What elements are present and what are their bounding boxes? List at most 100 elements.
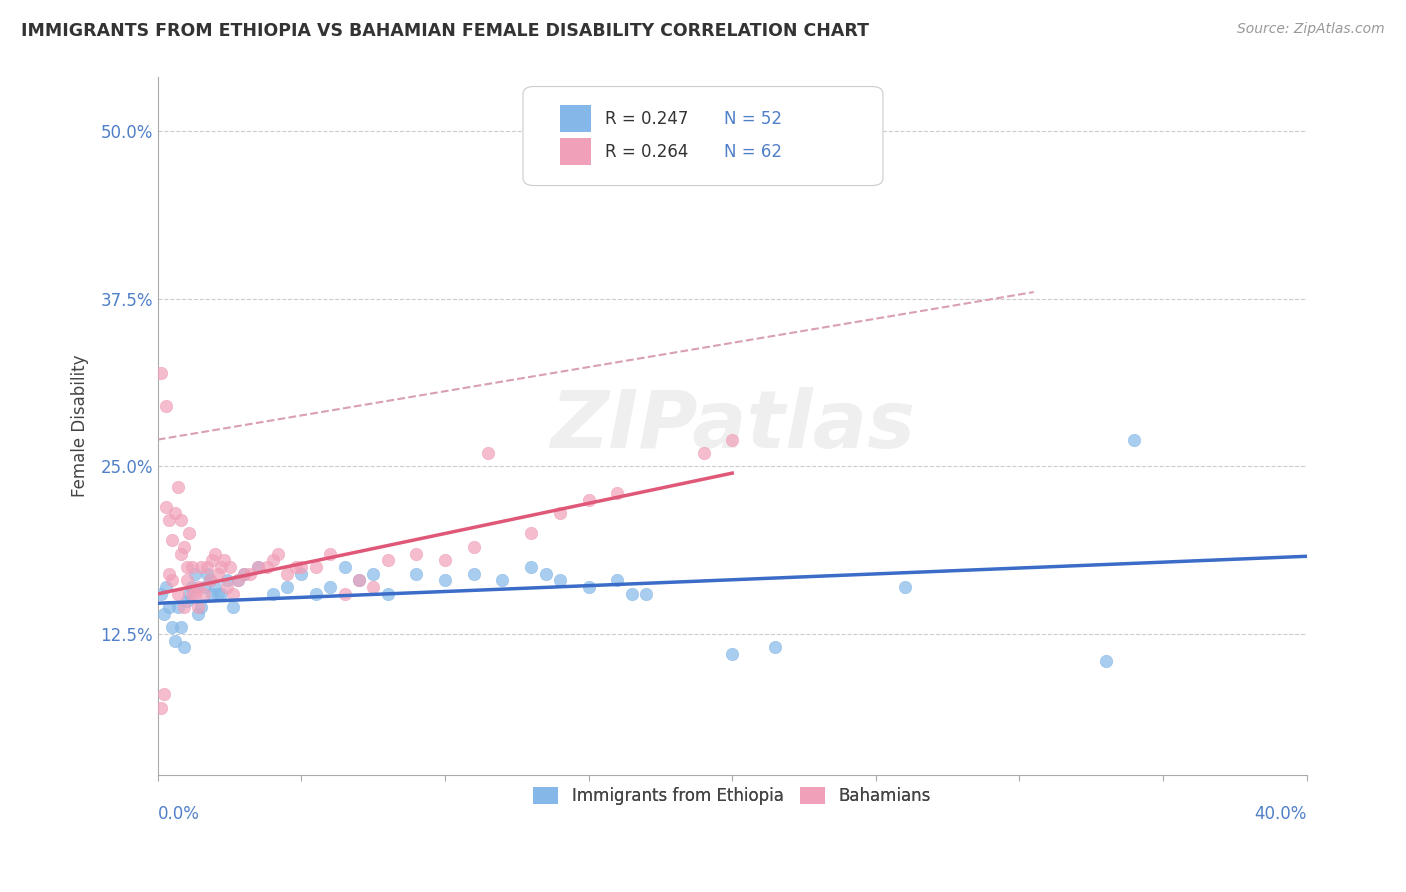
Point [187, 600, 209, 615]
Point [149, 587, 172, 601]
Point [262, 587, 284, 601]
Point [347, 574, 370, 588]
Point [520, 526, 543, 541]
Point [262, 553, 284, 567]
Point [377, 587, 399, 601]
Point [152, 688, 174, 702]
Point [239, 566, 262, 581]
Point [167, 587, 190, 601]
Point [181, 587, 204, 601]
Point [606, 574, 628, 588]
Point [361, 580, 384, 594]
Point [477, 446, 499, 460]
Point [215, 580, 238, 594]
Point [212, 553, 235, 567]
Point [763, 640, 786, 655]
Point [193, 587, 215, 601]
Point [347, 574, 370, 588]
Point [361, 566, 384, 581]
Point [179, 526, 201, 541]
Text: ZIPatlas: ZIPatlas [550, 387, 915, 466]
Point [176, 560, 198, 574]
Point [247, 560, 270, 574]
Point [256, 560, 278, 574]
Point [207, 587, 229, 601]
Point [173, 540, 195, 554]
Point [491, 574, 513, 588]
Point [333, 587, 356, 601]
Point [155, 580, 177, 594]
Point [1123, 433, 1146, 447]
Point [167, 600, 190, 615]
Point [170, 513, 193, 527]
Text: IMMIGRANTS FROM ETHIOPIA VS BAHAMIAN FEMALE DISABILITY CORRELATION CHART: IMMIGRANTS FROM ETHIOPIA VS BAHAMIAN FEM… [21, 22, 869, 40]
Point [155, 399, 177, 413]
Point [218, 560, 240, 574]
Point [215, 574, 238, 588]
Point [181, 580, 204, 594]
Point [434, 574, 457, 588]
Point [226, 574, 249, 588]
Point [284, 560, 307, 574]
Point [209, 560, 232, 574]
Point [893, 580, 915, 594]
Point [173, 600, 195, 615]
Point [226, 574, 249, 588]
Point [157, 513, 180, 527]
Point [204, 580, 226, 594]
Y-axis label: Female Disability: Female Disability [72, 355, 89, 498]
Point [548, 507, 571, 521]
Point [620, 587, 643, 601]
Point [405, 566, 427, 581]
Point [160, 574, 183, 588]
Point [152, 607, 174, 621]
Point [520, 560, 543, 574]
Point [160, 533, 183, 548]
Point [692, 446, 714, 460]
Point [190, 600, 212, 615]
Point [149, 701, 172, 715]
Point [157, 566, 180, 581]
Point [187, 607, 209, 621]
Text: N = 52: N = 52 [724, 110, 782, 128]
Point [405, 547, 427, 561]
Point [170, 547, 193, 561]
Point [319, 580, 342, 594]
Point [190, 560, 212, 574]
Point [176, 574, 198, 588]
Point [198, 574, 221, 588]
Point [290, 566, 312, 581]
Point [187, 580, 209, 594]
Point [534, 566, 557, 581]
Point [221, 587, 243, 601]
Point [276, 566, 298, 581]
Point [377, 553, 399, 567]
Point [201, 553, 224, 567]
Point [233, 566, 256, 581]
Text: N = 62: N = 62 [724, 143, 782, 161]
Point [233, 566, 256, 581]
Point [247, 560, 270, 574]
Point [176, 593, 198, 607]
Text: 0.0%: 0.0% [157, 805, 200, 823]
Point [578, 580, 600, 594]
Point [173, 640, 195, 655]
Point [201, 587, 224, 601]
Point [463, 566, 485, 581]
Text: Source: ZipAtlas.com: Source: ZipAtlas.com [1237, 22, 1385, 37]
Point [193, 580, 215, 594]
Point [290, 560, 312, 574]
Point [548, 574, 571, 588]
Point [276, 580, 298, 594]
Text: R = 0.264: R = 0.264 [605, 143, 688, 161]
Point [267, 547, 290, 561]
Point [165, 633, 187, 648]
Point [721, 647, 744, 661]
Point [195, 560, 218, 574]
Point [198, 574, 221, 588]
Point [305, 560, 328, 574]
Legend: Immigrants from Ethiopia, Bahamians: Immigrants from Ethiopia, Bahamians [527, 780, 938, 812]
Point [149, 366, 172, 380]
Point [165, 507, 187, 521]
Point [195, 566, 218, 581]
